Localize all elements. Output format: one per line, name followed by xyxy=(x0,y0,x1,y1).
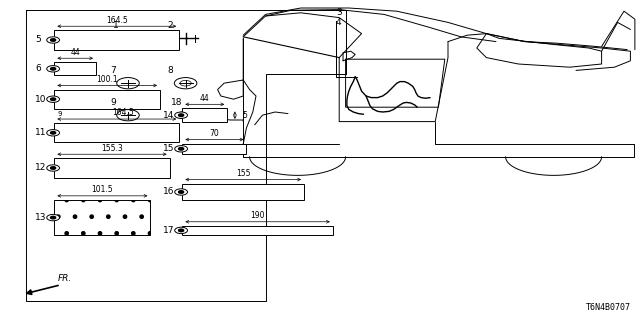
Text: 2: 2 xyxy=(168,21,173,30)
Circle shape xyxy=(175,227,188,234)
Text: 44: 44 xyxy=(70,48,80,57)
Bar xyxy=(54,123,179,142)
Bar xyxy=(54,62,96,75)
Text: 6: 6 xyxy=(35,64,41,73)
Text: 9: 9 xyxy=(58,111,62,117)
Circle shape xyxy=(175,112,188,118)
Text: 5: 5 xyxy=(243,111,248,120)
Text: 100.1: 100.1 xyxy=(97,75,118,84)
Circle shape xyxy=(51,98,56,100)
Text: 3: 3 xyxy=(336,8,342,17)
Text: 15: 15 xyxy=(163,144,175,153)
Text: 13: 13 xyxy=(35,213,47,222)
Text: 12: 12 xyxy=(35,164,47,172)
Text: 16: 16 xyxy=(163,188,175,196)
Text: 17: 17 xyxy=(163,226,175,235)
Circle shape xyxy=(47,66,60,72)
Text: 155: 155 xyxy=(236,169,250,178)
Text: 70: 70 xyxy=(209,129,220,138)
Text: 164.5: 164.5 xyxy=(112,108,134,117)
Text: 44: 44 xyxy=(200,94,210,103)
Circle shape xyxy=(51,216,56,219)
Text: 155.3: 155.3 xyxy=(101,144,123,153)
Text: 101.5: 101.5 xyxy=(92,185,113,194)
Text: 14: 14 xyxy=(163,111,175,120)
Bar xyxy=(54,90,160,109)
Bar xyxy=(54,200,150,235)
Text: 9: 9 xyxy=(110,98,116,107)
Circle shape xyxy=(175,146,188,152)
Bar xyxy=(54,30,179,50)
Circle shape xyxy=(47,96,60,102)
Circle shape xyxy=(47,37,60,43)
Text: FR.: FR. xyxy=(58,274,72,283)
Text: 164.5: 164.5 xyxy=(106,16,127,25)
Circle shape xyxy=(179,229,184,232)
Bar xyxy=(182,108,227,122)
Circle shape xyxy=(47,165,60,171)
Circle shape xyxy=(179,148,184,150)
Text: 8: 8 xyxy=(168,66,173,75)
Text: 4: 4 xyxy=(336,18,342,27)
Bar xyxy=(182,226,333,235)
Circle shape xyxy=(47,214,60,221)
Text: 190: 190 xyxy=(250,211,265,220)
Circle shape xyxy=(51,167,56,169)
Circle shape xyxy=(179,191,184,193)
Circle shape xyxy=(51,39,56,41)
Bar xyxy=(182,184,304,200)
Text: 11: 11 xyxy=(35,128,47,137)
Bar xyxy=(182,144,246,154)
Text: 10: 10 xyxy=(35,95,47,104)
Text: 7: 7 xyxy=(110,66,116,75)
Circle shape xyxy=(175,189,188,195)
Text: 1: 1 xyxy=(113,21,119,30)
Text: 18: 18 xyxy=(171,98,182,107)
Text: 5: 5 xyxy=(35,36,41,44)
Circle shape xyxy=(179,114,184,116)
Circle shape xyxy=(51,132,56,134)
Bar xyxy=(54,158,170,178)
Text: T6N4B0707: T6N4B0707 xyxy=(586,303,630,312)
Circle shape xyxy=(47,130,60,136)
Circle shape xyxy=(51,68,56,70)
